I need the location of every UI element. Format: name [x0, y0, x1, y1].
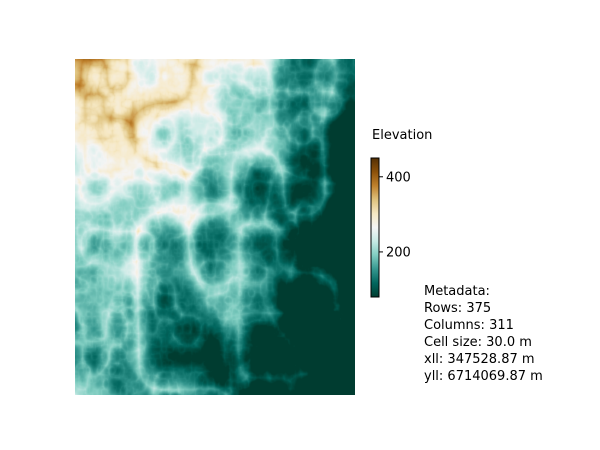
metadata-cell-size: Cell size: 30.0 m	[424, 335, 532, 350]
metadata-rows: Rows: 375	[424, 301, 492, 316]
colorbar: 400 200	[370, 157, 411, 298]
colorbar-tick-label-0: 400	[386, 170, 411, 185]
colorbar-tick-label-1: 200	[386, 245, 411, 260]
metadata-yll: yll: 6714069.87 m	[424, 369, 543, 384]
metadata-panel: Metadata: Rows: 375 Columns: 311 Cell si…	[424, 283, 543, 385]
metadata-xll: xll: 347528.87 m	[424, 352, 535, 367]
elevation-raster-map	[75, 59, 355, 395]
metadata-columns: Columns: 311	[424, 318, 514, 333]
colorbar-gradient	[370, 157, 380, 298]
metadata-heading: Metadata:	[424, 284, 490, 299]
colorbar-title: Elevation	[372, 128, 433, 143]
